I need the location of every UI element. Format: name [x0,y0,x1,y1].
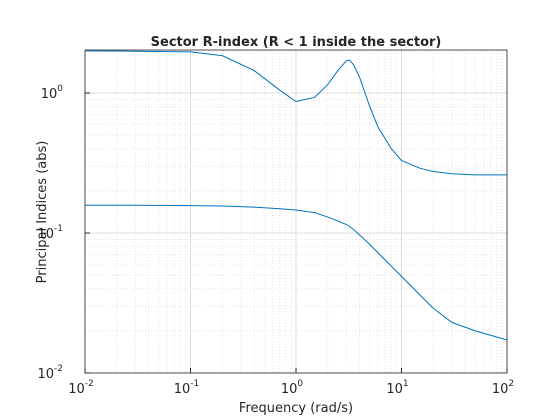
series-line [85,204,508,341]
x-tick-exponent: -1 [190,379,199,389]
series-line [84,50,507,176]
y-axis-label: Principal Indices (abs) [35,141,50,284]
x-tick-exponent: -2 [85,379,94,389]
y-tick-exponent: 0 [57,84,63,94]
plot-frame [84,49,508,374]
x-axis-label: Frequency (rad/s) [239,401,353,416]
x-tick-exponent: 1 [403,379,409,389]
chart-title: Sector R-index (R < 1 inside the sector) [151,35,442,50]
x-tick-exponent: 0 [297,379,303,389]
x-tick-exponent: 2 [508,379,514,389]
y-tick-exponent: -2 [54,364,63,374]
y-tick-exponent: -1 [54,224,63,234]
